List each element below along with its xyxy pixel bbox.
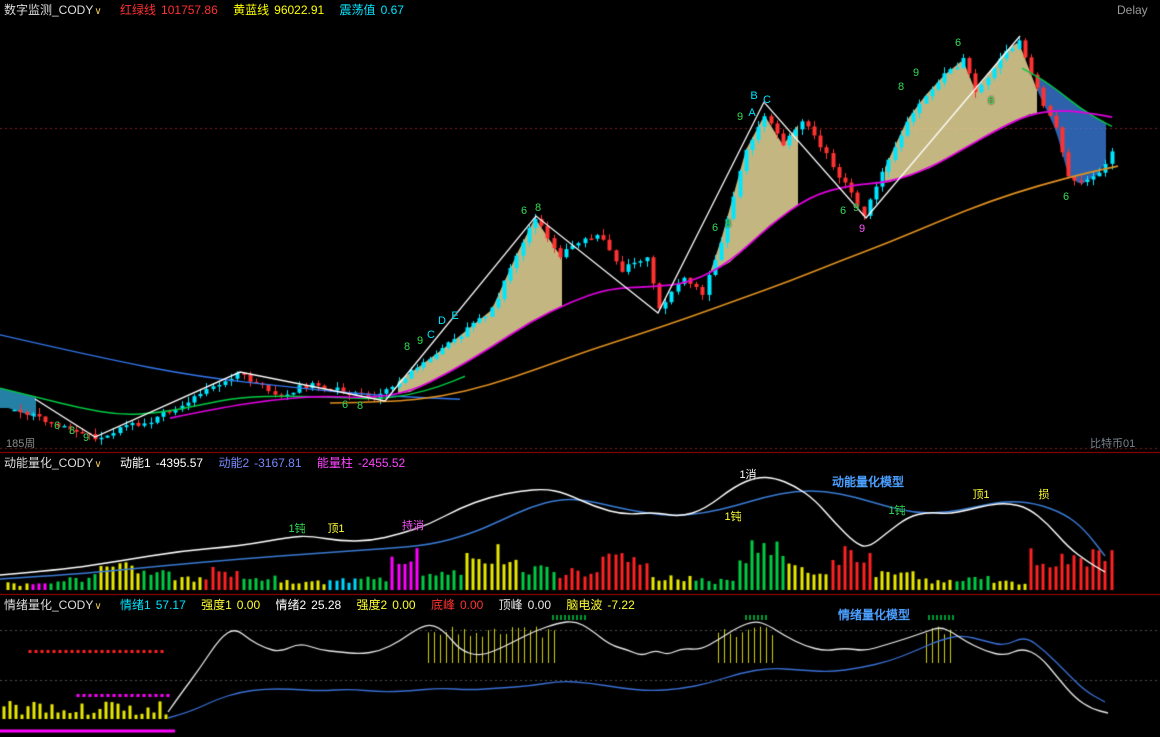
indicator-oscillation: 震荡值 0.67 <box>339 3 404 17</box>
emotion-dropdown-icon[interactable]: ∨ <box>94 601 102 612</box>
momentum-indicator-title[interactable]: 动能量化_CODY <box>4 456 94 470</box>
momentum-dropdown-icon[interactable]: ∨ <box>94 459 102 470</box>
wave-label: 1消 <box>739 469 757 481</box>
indicator-top-peak: 顶峰 0.00 <box>498 598 552 612</box>
wave-label: 1钝 <box>288 523 306 535</box>
wave-label: 9 <box>736 111 744 123</box>
wave-label: B <box>750 90 758 102</box>
symbol-label: 比特币01 <box>1090 438 1136 450</box>
main-panel-header: 数字监测_CODY∨ 红绿线 101757.86 黄蓝线 96022.91 震荡值 0… <box>4 2 404 20</box>
indicator-energy-bar: 能量柱 -2455.52 <box>316 456 406 470</box>
wave-label: 6 <box>954 37 962 49</box>
wave-label: 1钝 <box>724 511 742 523</box>
wave-label: 8 <box>897 81 905 93</box>
wave-label: A <box>748 107 756 119</box>
wave-label: 8 <box>403 341 411 353</box>
indicator-brainwave: 脑电波 -7.22 <box>566 598 635 612</box>
wave-label: 9 <box>416 335 424 347</box>
main-dropdown-icon[interactable]: ∨ <box>94 6 102 17</box>
momentum-panel-header: 动能量化_CODY∨ 动能1 -4395.57 动能2 -3167.81 能量柱 -2… <box>4 455 405 473</box>
indicator-bottom-peak: 底峰 0.00 <box>430 598 484 612</box>
indicator-momentum1: 动能1 -4395.57 <box>120 456 204 470</box>
wave-label: 8 <box>68 425 76 437</box>
wave-label: 持消 <box>402 520 424 532</box>
indicator-strength2: 强度2 0.00 <box>356 598 416 612</box>
wave-label: 9 <box>858 223 866 235</box>
wave-label: 顶1 <box>972 489 990 501</box>
wave-label: 8 <box>724 218 732 230</box>
indicator-strength1: 强度1 0.00 <box>201 598 261 612</box>
period-label: 185周 <box>6 438 36 450</box>
wave-label: 6 <box>341 399 349 411</box>
wave-label: 6 <box>53 420 61 432</box>
wave-label: 损 <box>1038 489 1050 501</box>
main-indicator-title[interactable]: 数字监测_CODY <box>4 3 94 17</box>
wave-label: 6 <box>987 95 995 107</box>
wave-label: C <box>427 329 435 341</box>
wave-label: 6 <box>1062 191 1070 203</box>
wave-label: 9 <box>82 432 90 444</box>
wave-label: C <box>763 94 771 106</box>
wave-label: 9 <box>912 67 920 79</box>
model-label: 动能量化模型 <box>831 475 905 489</box>
indicator-yellowblue-line: 黄蓝线 96022.91 <box>233 3 325 17</box>
indicator-redgreen-line: 红绿线 101757.86 <box>120 3 218 17</box>
delay-indicator: Delay <box>1117 3 1148 17</box>
indicator-emotion1: 情绪1 57.17 <box>120 598 186 612</box>
indicator-emotion2: 情绪2 25.28 <box>275 598 342 612</box>
emotion-indicator-title[interactable]: 情绪量化_CODY <box>4 598 94 612</box>
wave-label: 6 <box>711 222 719 234</box>
wave-label: 1钝 <box>888 505 906 517</box>
indicator-momentum2: 动能2 -3167.81 <box>218 456 302 470</box>
emotion-panel-header: 情绪量化_CODY∨ 情绪1 57.17 强度1 0.00 情绪2 25.28 强度2… <box>4 597 635 615</box>
wave-label: 6 <box>839 205 847 217</box>
wave-label: D <box>438 315 446 327</box>
wave-label: 6 <box>520 205 528 217</box>
wave-label: 8 <box>534 202 542 214</box>
wave-label: 8 <box>356 400 364 412</box>
wave-label: E <box>451 310 459 322</box>
model-label: 情绪量化模型 <box>837 608 911 622</box>
wave-label: 9 <box>852 202 860 214</box>
wave-label: 顶1 <box>327 523 345 535</box>
